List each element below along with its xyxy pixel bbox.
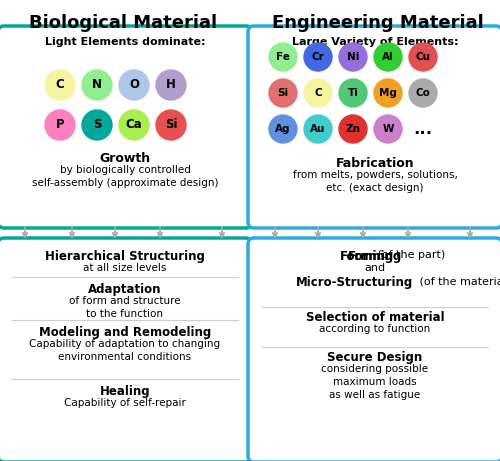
Circle shape <box>409 79 437 107</box>
Text: Ti: Ti <box>348 88 358 98</box>
Circle shape <box>156 110 186 140</box>
Text: Forming: Forming <box>340 250 394 263</box>
Circle shape <box>374 43 402 71</box>
Text: H: H <box>166 78 176 91</box>
Circle shape <box>45 110 75 140</box>
Circle shape <box>304 115 332 143</box>
Circle shape <box>374 79 402 107</box>
Text: by biologically controlled
self-assembly (approximate design): by biologically controlled self-assembly… <box>32 165 218 188</box>
Text: Large Variety of Elements:: Large Variety of Elements: <box>292 37 458 47</box>
Text: Au: Au <box>310 124 326 134</box>
FancyBboxPatch shape <box>0 26 252 228</box>
Text: Biological Material: Biological Material <box>29 14 217 32</box>
Circle shape <box>45 70 75 100</box>
Text: Si: Si <box>278 88 288 98</box>
Text: Cu: Cu <box>416 52 430 62</box>
FancyBboxPatch shape <box>248 26 500 228</box>
Text: of form and structure
to the function: of form and structure to the function <box>69 296 181 319</box>
Circle shape <box>119 110 149 140</box>
Text: ...: ... <box>414 120 432 138</box>
Text: Hierarchical Structuring: Hierarchical Structuring <box>45 250 205 263</box>
Text: Fabrication: Fabrication <box>336 157 414 170</box>
Text: Modeling and Remodeling: Modeling and Remodeling <box>39 326 211 339</box>
Circle shape <box>269 43 297 71</box>
Circle shape <box>269 79 297 107</box>
Text: Ag: Ag <box>275 124 291 134</box>
Text: (of the part): (of the part) <box>374 250 446 260</box>
Text: Si: Si <box>165 118 177 131</box>
Text: Capability of adaptation to changing
environmental conditions: Capability of adaptation to changing env… <box>30 339 220 362</box>
Text: considering possible
maximum loads
as well as fatigue: considering possible maximum loads as we… <box>322 364 428 400</box>
Text: Secure Design: Secure Design <box>328 351 422 364</box>
Text: at all size levels: at all size levels <box>84 263 166 273</box>
FancyBboxPatch shape <box>248 238 500 461</box>
Text: C: C <box>56 78 64 91</box>
Circle shape <box>339 79 367 107</box>
Text: Capability of self-repair: Capability of self-repair <box>64 398 186 408</box>
Circle shape <box>339 115 367 143</box>
Text: O: O <box>129 78 139 91</box>
Text: P: P <box>56 118 64 131</box>
Circle shape <box>82 70 112 100</box>
Circle shape <box>304 79 332 107</box>
Text: and: and <box>364 263 386 273</box>
Text: W: W <box>382 124 394 134</box>
Text: Ni: Ni <box>347 52 359 62</box>
Circle shape <box>409 43 437 71</box>
Text: Ca: Ca <box>126 118 142 131</box>
Text: Micro-Structuring: Micro-Structuring <box>296 276 413 289</box>
Text: Light Elements dominate:: Light Elements dominate: <box>45 37 205 47</box>
FancyBboxPatch shape <box>0 238 252 461</box>
Circle shape <box>119 70 149 100</box>
Circle shape <box>374 115 402 143</box>
Text: Adaptation: Adaptation <box>88 283 162 296</box>
Text: Co: Co <box>416 88 430 98</box>
Text: Al: Al <box>382 52 394 62</box>
Text: N: N <box>92 78 102 91</box>
Text: Fe: Fe <box>276 52 290 62</box>
Text: Healing: Healing <box>100 385 150 398</box>
Circle shape <box>304 43 332 71</box>
Text: according to function: according to function <box>320 324 430 334</box>
Text: Forming: Forming <box>348 250 402 263</box>
Text: C: C <box>314 88 322 98</box>
Text: (of the material): (of the material) <box>416 276 500 286</box>
Text: from melts, powders, solutions,
etc. (exact design): from melts, powders, solutions, etc. (ex… <box>292 170 458 193</box>
Circle shape <box>156 70 186 100</box>
Circle shape <box>269 115 297 143</box>
Text: Selection of material: Selection of material <box>306 311 444 324</box>
Circle shape <box>339 43 367 71</box>
Text: Growth: Growth <box>100 152 150 165</box>
Text: Cr: Cr <box>312 52 324 62</box>
Text: Zn: Zn <box>346 124 360 134</box>
Text: Engineering Material: Engineering Material <box>272 14 484 32</box>
Circle shape <box>82 110 112 140</box>
Text: Mg: Mg <box>379 88 397 98</box>
Text: S: S <box>93 118 101 131</box>
